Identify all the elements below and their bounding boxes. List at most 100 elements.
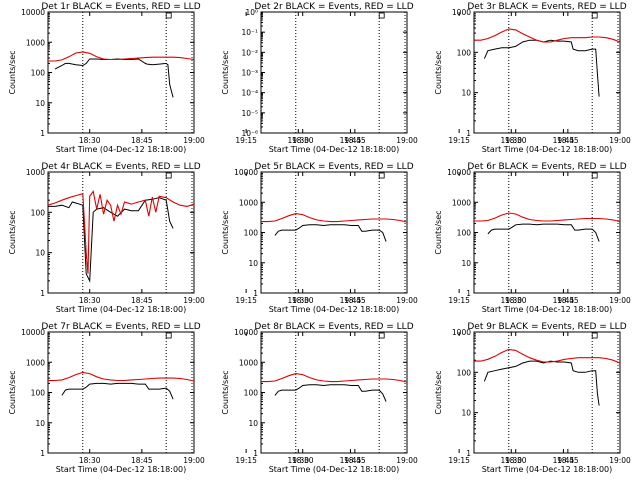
- x-axis-label: Start Time (04-Dec-12 18:18:00): [269, 465, 400, 474]
- x-tick-label: 19:00: [183, 136, 205, 145]
- x-tick-label: 19:15: [448, 296, 470, 305]
- panel-det-8: Det 8r BLACK = Events, RED = LLD 1 10 100 10…: [221, 322, 574, 474]
- x-tick-label: 18:45: [557, 296, 579, 305]
- y-tick-label: 10000: [21, 328, 45, 337]
- series-events-line: [483, 39, 600, 97]
- y-tick-label: 1000: [239, 358, 258, 367]
- y-tick-label: 100: [457, 229, 472, 238]
- series-lld-line: [48, 51, 195, 62]
- x-axis-label: Start Time (04-Dec-12 18:18:00): [482, 465, 613, 474]
- x-tick-label: 18:45: [131, 296, 153, 305]
- y-tick-label: 10000: [234, 328, 258, 337]
- x-tick-label: 19:45: [553, 456, 575, 465]
- y-tick-label: 10: [35, 249, 45, 258]
- x-tick-label: 18:30: [79, 296, 101, 305]
- y-axis-label: Counts/sec: [221, 50, 230, 94]
- y-tick-label: 10000: [234, 168, 258, 177]
- x-tick-label: 18:45: [557, 456, 579, 465]
- panel-title: Det 7r BLACK = Events, RED = LLD: [41, 322, 200, 332]
- x-tick-label: 18:45: [344, 456, 366, 465]
- y-tick-label: 1000: [26, 358, 45, 367]
- y-tick-label: 1000: [26, 38, 45, 47]
- y-tick-label: 100: [244, 389, 259, 398]
- top-marker: [165, 332, 172, 339]
- y-tick-label: 10000: [447, 168, 471, 177]
- x-tick-label: 19:45: [340, 296, 362, 305]
- y-axis-label: Counts/sec: [434, 50, 443, 94]
- y-tick-label: 100: [457, 48, 472, 57]
- x-tick-label: 19:15: [235, 136, 257, 145]
- plot-frame: [47, 171, 195, 294]
- plot-frame: [47, 331, 195, 454]
- y-tick-label: 1: [466, 129, 471, 138]
- y-axis-label: Counts/sec: [8, 370, 17, 414]
- top-marker: [378, 12, 385, 19]
- x-tick-label: 19:15: [448, 456, 470, 465]
- x-tick-label: 18:30: [505, 456, 527, 465]
- series-events-line: [274, 224, 387, 242]
- y-axis-label: Counts/sec: [221, 370, 230, 414]
- x-tick-label: 19:00: [183, 456, 205, 465]
- y-tick-label: 10⁰: [245, 8, 258, 17]
- series-events-line: [61, 382, 174, 400]
- x-tick-label: 18:30: [79, 136, 101, 145]
- y-tick-label: 10⁻¹: [241, 28, 258, 37]
- series-events-line: [483, 360, 600, 406]
- top-marker: [378, 172, 385, 179]
- x-axis-label: Start Time (04-Dec-12 18:18:00): [269, 305, 400, 314]
- y-tick-label: 1: [40, 129, 45, 138]
- x-tick-label: 19:30: [287, 456, 309, 465]
- top-marker: [165, 172, 172, 179]
- x-tick-label: 19:15: [235, 456, 257, 465]
- y-tick-label: 1: [253, 289, 258, 298]
- series-events-line: [274, 384, 387, 402]
- panel-title: Det 4r BLACK = Events, RED = LLD: [41, 162, 200, 172]
- y-tick-label: 1000: [26, 168, 45, 177]
- x-tick-label: 18:30: [292, 456, 314, 465]
- x-tick-label: 19:00: [609, 456, 631, 465]
- x-axis-label: Start Time (04-Dec-12 18:18:00): [482, 145, 613, 154]
- x-tick-label: 19:15: [235, 296, 257, 305]
- x-tick-label: 19:30: [500, 456, 522, 465]
- x-axis-label: Start Time (04-Dec-12 18:18:00): [56, 145, 187, 154]
- series-lld-line: [48, 371, 195, 382]
- panel-title: Det 8r BLACK = Events, RED = LLD: [254, 322, 413, 332]
- x-axis-label: Start Time (04-Dec-12 18:18:00): [56, 305, 187, 314]
- y-tick-label: 10: [35, 419, 45, 428]
- y-tick-label: 10⁻⁶: [241, 129, 258, 138]
- y-tick-label: 10: [461, 409, 471, 418]
- y-tick-label: 10000: [21, 8, 45, 17]
- x-tick-label: 19:15: [448, 136, 470, 145]
- x-tick-label: 19:30: [287, 136, 309, 145]
- y-tick-label: 10⁻⁴: [241, 89, 258, 98]
- x-tick-label: 19:45: [340, 136, 362, 145]
- y-tick-label: 1: [40, 449, 45, 458]
- x-tick-label: 19:30: [287, 296, 309, 305]
- panel-title: Det 6r BLACK = Events, RED = LLD: [467, 162, 626, 172]
- plot-frame: [260, 171, 408, 294]
- y-tick-label: 1: [466, 289, 471, 298]
- panel-det-3: Det 3r BLACK = Events, RED = LLD 1 10 100 10…: [434, 2, 631, 154]
- series-events-line: [54, 58, 174, 98]
- x-tick-label: 18:45: [344, 296, 366, 305]
- y-tick-label: 100: [31, 389, 46, 398]
- x-tick-label: 18:45: [557, 136, 579, 145]
- top-marker: [378, 332, 385, 339]
- x-tick-label: 18:45: [131, 136, 153, 145]
- panel-det-7: Det 7r BLACK = Events, RED = LLD 1 10 100 10…: [8, 322, 361, 474]
- x-axis-label: Start Time (04-Dec-12 18:18:00): [56, 465, 187, 474]
- x-tick-label: 19:45: [553, 296, 575, 305]
- x-tick-label: 19:00: [396, 136, 418, 145]
- y-tick-label: 10: [461, 89, 471, 98]
- panel-title: Det 5r BLACK = Events, RED = LLD: [254, 162, 413, 172]
- y-tick-label: 1000: [452, 198, 471, 207]
- y-tick-label: 10: [248, 419, 258, 428]
- y-tick-label: 100: [457, 368, 472, 377]
- panel-det-5: Det 5r BLACK = Events, RED = LLD 1 10 100 10…: [221, 162, 574, 314]
- y-tick-label: 10: [248, 259, 258, 268]
- x-tick-label: 19:30: [500, 136, 522, 145]
- y-axis-label: Counts/sec: [434, 210, 443, 254]
- x-tick-label: 19:00: [609, 136, 631, 145]
- panel-det-6: Det 6r BLACK = Events, RED = LLD 1 10 100 10…: [434, 162, 631, 314]
- top-marker: [591, 12, 598, 19]
